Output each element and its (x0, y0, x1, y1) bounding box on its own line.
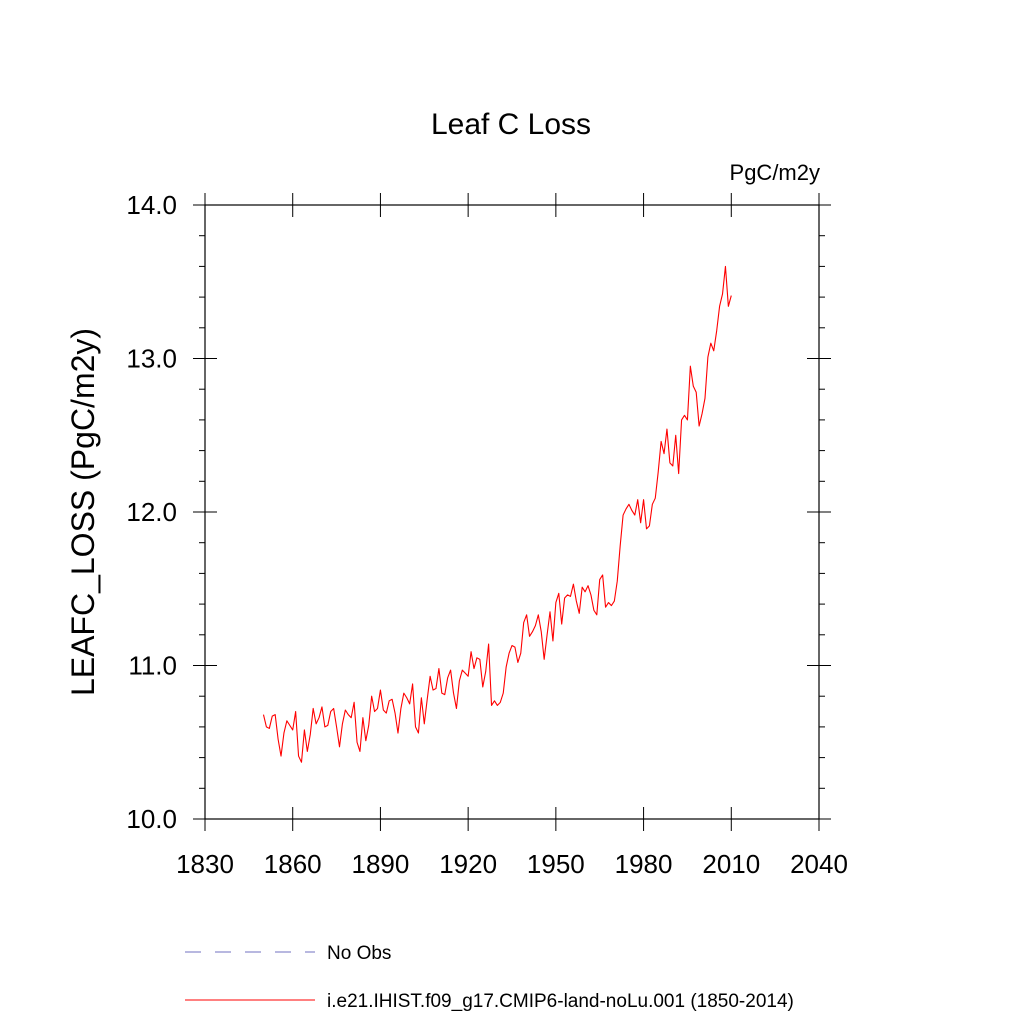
y-axis-label: LEAFC_LOSS (PgC/m2y) (65, 328, 101, 696)
y-tick-label: 12.0 (126, 497, 177, 527)
units-label: PgC/m2y (730, 160, 820, 185)
axis-ticks (193, 193, 831, 831)
y-tick-label: 14.0 (126, 190, 177, 220)
legend: No Obs i.e21.IHIST.f09_g17.CMIP6-land-no… (185, 943, 794, 1012)
x-tick-label: 1950 (527, 849, 585, 879)
legend-label-model: i.e21.IHIST.f09_g17.CMIP6-land-noLu.001 … (327, 991, 794, 1012)
x-tick-label: 2040 (790, 849, 848, 879)
data-series (262, 265, 732, 763)
axis-tick-labels: 1830 1860 1890 1920 1950 1980 2010 2040 10.0 11.0… (126, 190, 848, 879)
y-tick-label: 13.0 (126, 344, 177, 374)
x-tick-label: 1890 (352, 849, 410, 879)
legend-label-no-obs: No Obs (327, 943, 391, 964)
chart-title: Leaf C Loss (431, 108, 591, 141)
series-line-model (262, 265, 732, 763)
x-tick-label: 1830 (176, 849, 234, 879)
x-tick-label: 1920 (439, 849, 497, 879)
x-tick-label: 1980 (615, 849, 673, 879)
y-tick-label: 10.0 (126, 804, 177, 834)
x-tick-label: 2010 (702, 849, 760, 879)
y-tick-label: 11.0 (128, 651, 177, 681)
x-tick-label: 1860 (264, 849, 322, 879)
